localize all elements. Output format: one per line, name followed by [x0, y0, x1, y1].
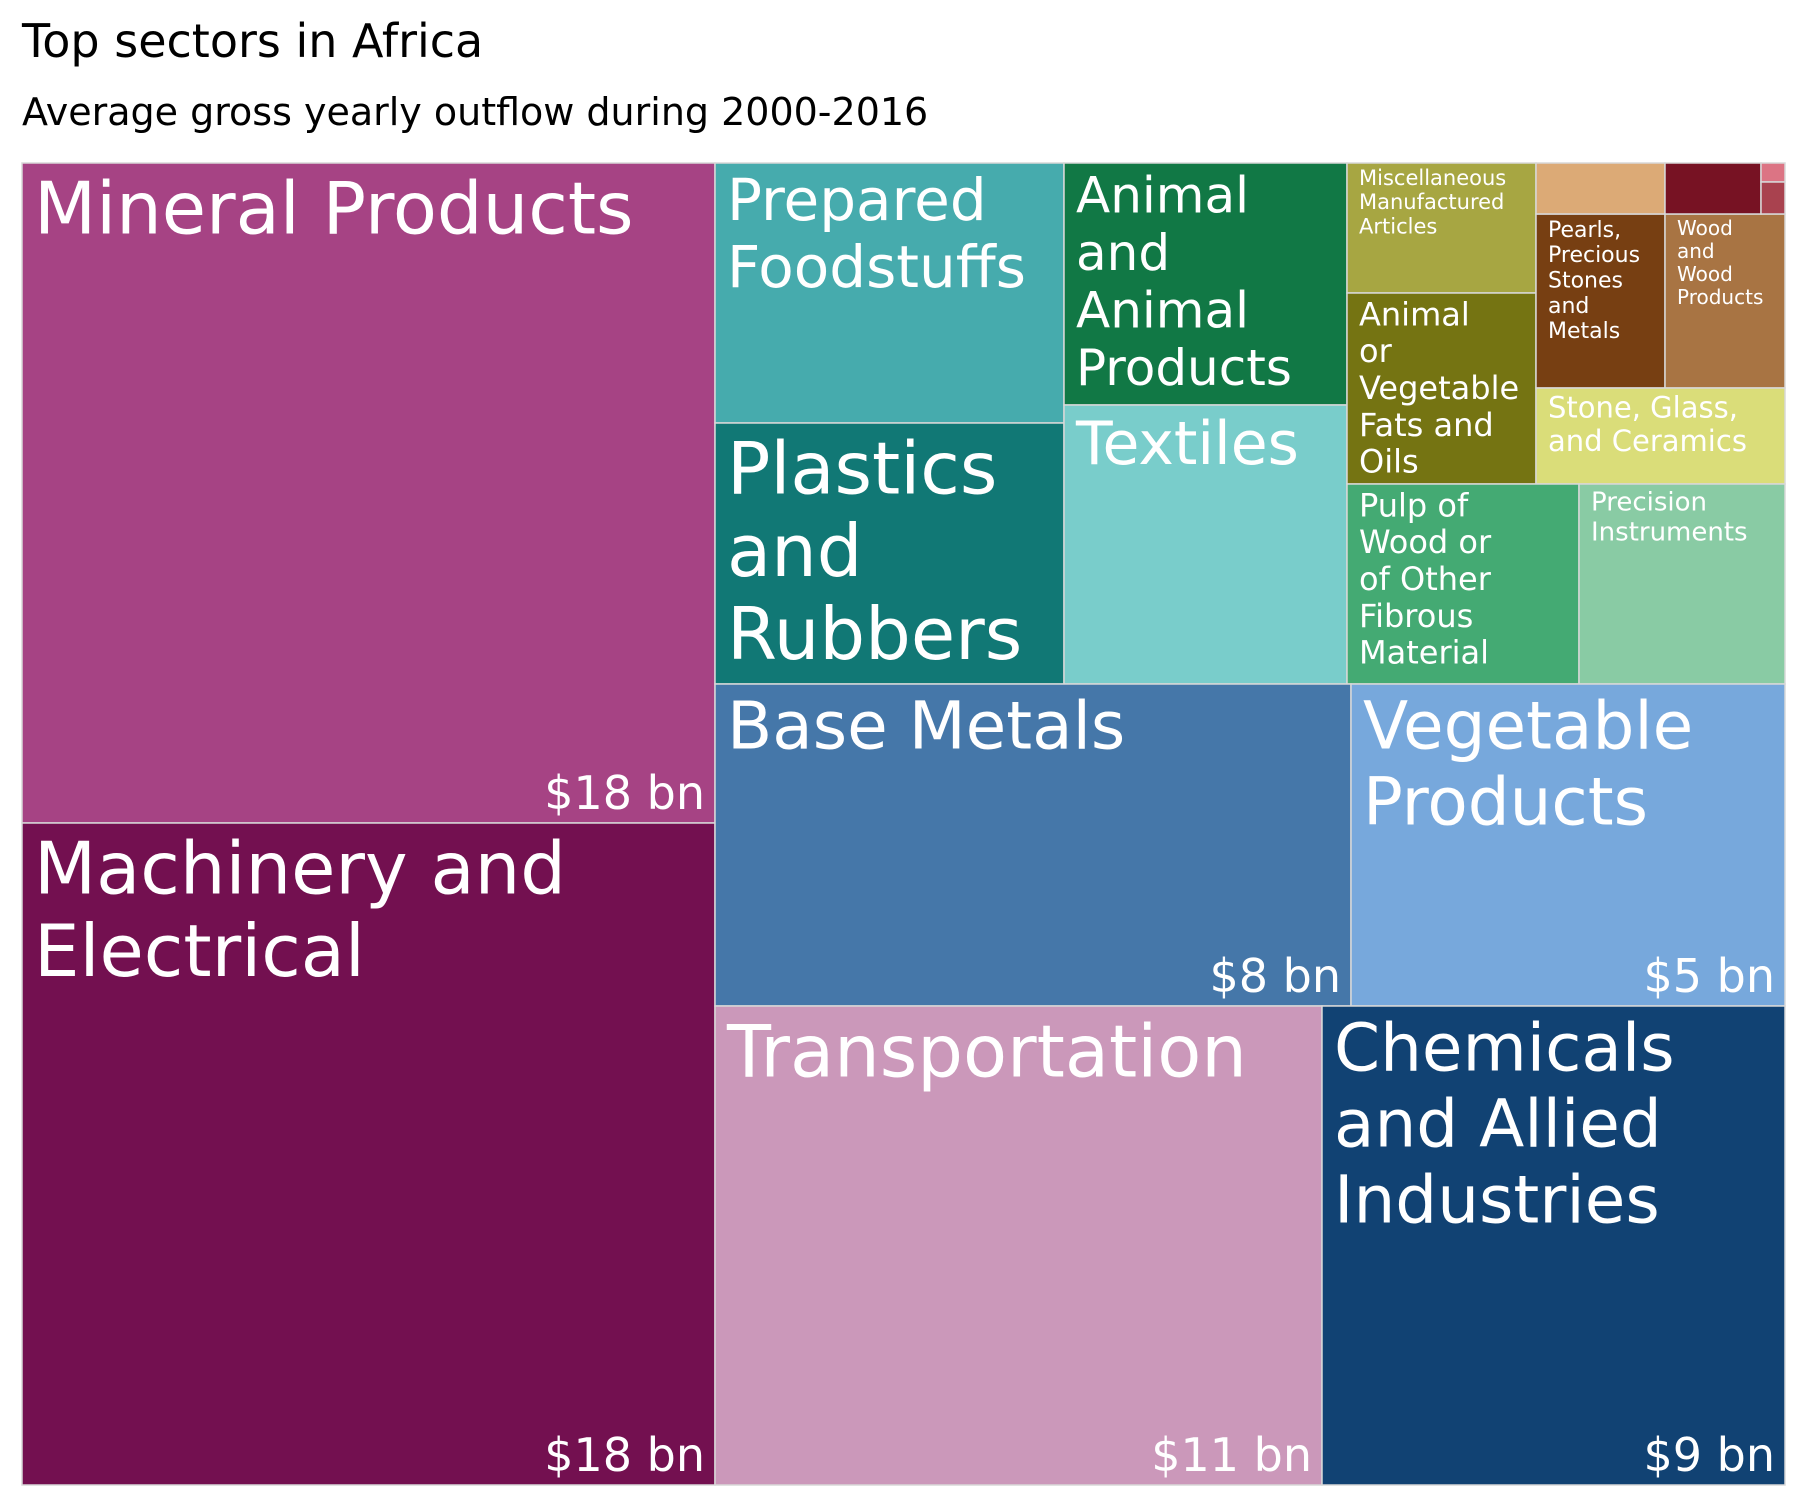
tile-label-plastics-and-rubbers: Plastics and Rubbers	[727, 426, 1022, 676]
value-label-chemicals-and-allied-industries: $9 bn	[1643, 1428, 1775, 1482]
tile-stone-glass-and-ceramics	[1535, 387, 1786, 485]
tile-prepared-foodstuffs	[714, 162, 1065, 424]
tile-label-stone-glass-and-ceramics: Stone, Glass, and Ceramics	[1548, 391, 1747, 458]
tile-precision-instruments	[1578, 483, 1786, 685]
tile-label-pearls-precious-stones-and-metals: Pearls, Precious Stones and Metals	[1548, 218, 1640, 344]
tile-wood-and-wood-products	[1664, 213, 1786, 389]
value-label-machinery-and-electrical: $18 bn	[544, 1428, 705, 1482]
value-label-mineral-products: $18 bn	[544, 766, 705, 820]
tile-label-prepared-foodstuffs: Prepared Foodstuffs	[727, 166, 1026, 301]
tile-label-vegetable-products: Vegetable Products	[1363, 688, 1693, 841]
chart-subtitle: Average gross yearly outflow during 2000…	[22, 90, 929, 134]
tile-label-animal-or-vegetable-fats-and-oils: Animal or Vegetable Fats and Oils	[1359, 295, 1519, 480]
tile-animal-and-animal-products	[1063, 162, 1348, 406]
tile-pearls-precious-stones-and-metals	[1535, 213, 1666, 389]
value-label-transportation: $11 bn	[1151, 1428, 1312, 1482]
tile-animal-or-vegetable-fats-and-oils	[1346, 292, 1537, 485]
tile-miscellaneous-manufactured-articles	[1346, 162, 1537, 294]
tile-textiles	[1063, 404, 1348, 685]
tile-label-wood-and-wood-products: Wood and Wood Products	[1677, 216, 1763, 309]
tile-label-pulp-of-wood-or-of-other-fibrous-material: Pulp of Wood or of Other Fibrous Material	[1359, 486, 1492, 671]
tile-unlabeled-18	[1664, 162, 1762, 215]
tile-base-metals	[714, 683, 1352, 1007]
value-label-vegetable-products: $5 bn	[1643, 949, 1775, 1003]
tile-plastics-and-rubbers	[714, 422, 1065, 685]
tile-label-machinery-and-electrical: Machinery and Electrical	[34, 826, 566, 993]
tile-label-miscellaneous-manufactured-articles: Miscellaneous Manufactured Articles	[1359, 166, 1506, 238]
tile-transportation	[714, 1005, 1323, 1486]
tile-label-textiles: Textiles	[1075, 409, 1299, 479]
tile-unlabeled-20	[1760, 181, 1786, 215]
tile-chemicals-and-allied-industries	[1321, 1005, 1786, 1486]
tile-mineral-products	[21, 162, 716, 824]
tile-machinery-and-electrical	[21, 822, 716, 1486]
tile-label-mineral-products: Mineral Products	[34, 166, 634, 250]
tile-unlabeled-19	[1760, 162, 1786, 183]
tile-unlabeled-17	[1535, 162, 1666, 215]
tile-label-animal-and-animal-products: Animal and Animal Products	[1076, 167, 1292, 398]
value-label-base-metals: $8 bn	[1209, 949, 1341, 1003]
tile-label-chemicals-and-allied-industries: Chemicals and Allied Industries	[1334, 1010, 1675, 1239]
tile-label-precision-instruments: Precision Instruments	[1591, 488, 1748, 548]
tile-label-base-metals: Base Metals	[727, 688, 1125, 765]
tile-vegetable-products	[1350, 683, 1786, 1007]
tile-pulp-of-wood-or-of-other-fibrous-material	[1346, 483, 1580, 685]
tile-label-transportation: Transportation	[726, 1009, 1247, 1093]
chart-title: Top sectors in Africa	[22, 14, 484, 68]
